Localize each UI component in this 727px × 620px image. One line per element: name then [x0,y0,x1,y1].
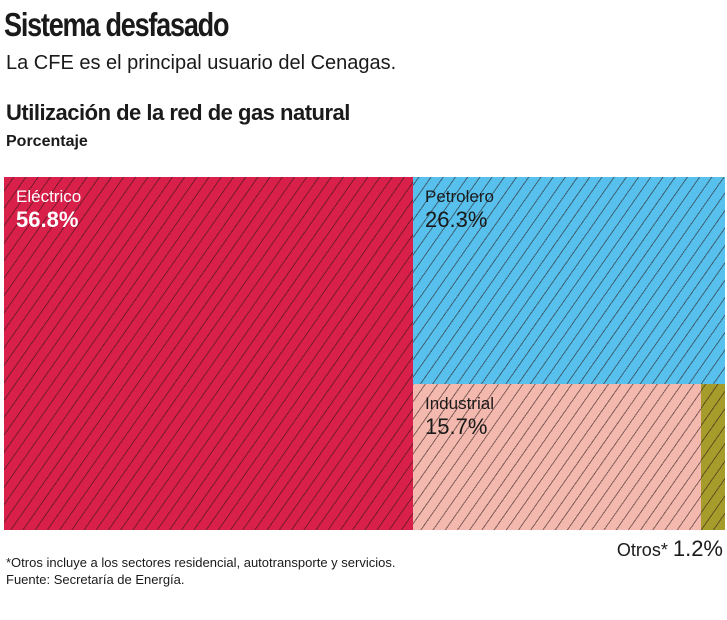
footnote: *Otros incluye a los sectores residencia… [6,555,396,570]
cell-label: Otros* [616,540,668,560]
otros-label: Otros* 1.2% [617,536,723,562]
chart-title: Utilización de la red de gas natural [6,100,350,125]
treemap-cell-petrolero: Petrolero 26.3% [413,177,725,384]
source: Fuente: Secretaría de Energía. [6,572,185,587]
treemap-cell-electrico: Eléctrico 56.8% [4,177,413,530]
subtitle: La CFE es el principal usuario del Cenag… [6,52,397,74]
cell-value: 15.7% [425,414,488,439]
cell-label: Industrial [425,394,494,413]
headline: Sistema desfasado [4,6,229,43]
treemap-cell-industrial: Industrial 15.7% [413,384,701,530]
treemap-cell-otros [701,384,725,530]
chart-unit: Porcentaje [6,133,88,150]
cell-value: 1.2% [672,536,723,561]
cell-value: 26.3% [425,207,488,232]
cell-label: Petrolero [425,187,494,206]
cell-label: Eléctrico [16,187,82,206]
cell-value: 56.8% [16,207,79,232]
